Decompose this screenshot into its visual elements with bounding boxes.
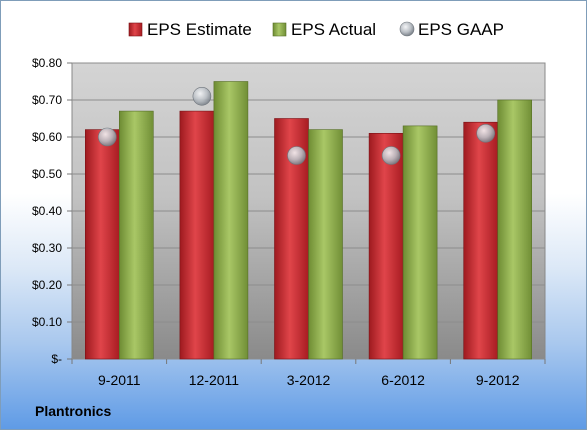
y-tick-label: $0.80 xyxy=(32,56,62,70)
bar-eps-estimate xyxy=(368,133,404,360)
bar-eps-estimate xyxy=(179,110,215,360)
y-tick-label: $0.20 xyxy=(32,278,62,292)
legend-label: EPS Estimate xyxy=(147,20,252,39)
y-tick-label: $0.60 xyxy=(32,130,62,144)
bar-eps-actual xyxy=(308,129,343,360)
legend-swatch xyxy=(128,22,143,37)
bars xyxy=(85,81,533,360)
legend: EPS Estimate EPS Actual EPS GAAP xyxy=(128,20,504,39)
marker-eps-gaap xyxy=(192,87,212,106)
bar-eps-actual xyxy=(119,110,154,360)
bar-eps-estimate xyxy=(463,121,499,360)
marker-eps-gaap xyxy=(381,146,401,165)
legend-label: EPS Actual xyxy=(291,20,376,39)
legend-swatch xyxy=(399,21,415,37)
legend-swatch xyxy=(272,22,287,37)
x-tick-label: 9-2012 xyxy=(476,372,520,388)
marker-eps-gaap xyxy=(98,127,117,147)
bar-eps-estimate xyxy=(85,129,120,360)
x-tick-label: 3-2012 xyxy=(287,372,331,388)
y-axis-tick-labels: $- $0.10 $0.20 $0.30 $0.40 $0.50 $0.60 $0.70 $0.… xyxy=(32,56,62,366)
marker-eps-gaap xyxy=(287,146,306,165)
company-name: Plantronics xyxy=(35,403,112,419)
y-tick-label: $0.40 xyxy=(32,204,62,218)
bar-eps-actual xyxy=(402,125,438,360)
y-tick-label: $0.50 xyxy=(32,167,62,181)
y-tick-label: $0.70 xyxy=(32,93,62,107)
y-tick-label: $- xyxy=(51,352,62,366)
marker-eps-gaap xyxy=(476,124,496,143)
x-tick-label: 6-2012 xyxy=(381,372,425,388)
x-tick-label: 9-2011 xyxy=(98,372,141,388)
y-tick-label: $0.30 xyxy=(32,241,62,255)
x-axis-tick-labels: 9-2011 12-2011 3-2012 6-2012 9-2012 xyxy=(98,372,520,388)
bar-eps-actual xyxy=(213,81,249,360)
y-tick-label: $0.10 xyxy=(32,315,62,329)
x-tick-label: 12-2011 xyxy=(189,372,240,388)
legend-label: EPS GAAP xyxy=(418,20,504,39)
bar-eps-actual xyxy=(497,99,533,360)
